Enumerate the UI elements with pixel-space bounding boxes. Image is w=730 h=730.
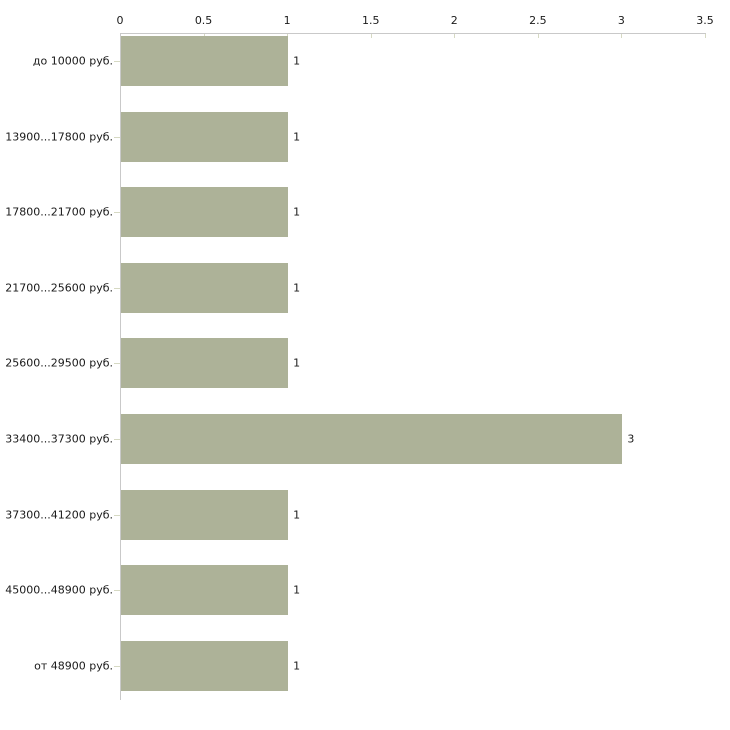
y-axis-tick-mark — [114, 287, 120, 289]
x-axis-tick-label: 1 — [283, 14, 291, 27]
bar — [121, 262, 289, 313]
y-axis-tick-mark — [114, 590, 120, 592]
y-axis-tick-mark — [114, 514, 120, 516]
category-label: 33400...37300 руб. — [5, 432, 113, 446]
value-label: 1 — [293, 583, 301, 597]
bar — [121, 640, 289, 691]
value-label: 1 — [293, 356, 301, 370]
bar — [121, 565, 289, 616]
category-label: от 48900 руб. — [34, 659, 113, 673]
y-axis-tick-mark — [114, 136, 120, 138]
y-axis-tick-mark — [114, 61, 120, 62]
value-label: 1 — [293, 205, 301, 219]
category-label: 45000...48900 руб. — [5, 583, 113, 597]
bar — [121, 338, 289, 389]
x-axis-tick-label: 0.5 — [194, 14, 213, 27]
x-axis-tick-label: 2.5 — [529, 14, 547, 27]
value-label: 1 — [293, 659, 301, 673]
category-label: 21700...25600 руб. — [5, 281, 113, 295]
value-label: 1 — [293, 508, 301, 522]
x-axis-tick-label: 1.5 — [361, 14, 380, 27]
x-axis-tick-mark — [705, 34, 706, 38]
value-label: 1 — [293, 281, 301, 295]
bar — [121, 187, 289, 238]
x-axis-tick-mark — [621, 34, 623, 38]
bar — [121, 36, 289, 86]
x-axis-line — [120, 33, 706, 34]
category-label: 13900...17800 руб. — [5, 130, 113, 144]
category-label: 25600...29500 руб. — [5, 356, 113, 370]
value-label: 3 — [627, 432, 635, 446]
bar — [121, 489, 289, 540]
x-axis-tick-mark — [370, 34, 372, 38]
y-axis-tick-mark — [114, 363, 120, 365]
value-label: 1 — [293, 54, 301, 68]
y-axis-tick-mark — [114, 665, 120, 667]
x-axis-tick-label: 3.5 — [696, 14, 714, 27]
y-axis-line — [120, 33, 121, 700]
category-label: 17800...21700 руб. — [5, 205, 113, 219]
x-axis-tick-label: 3 — [617, 14, 625, 27]
value-label: 1 — [293, 130, 301, 144]
x-axis-tick-mark — [454, 34, 456, 38]
bar — [121, 414, 623, 464]
y-axis-tick-mark — [114, 212, 120, 214]
bar — [121, 111, 289, 162]
x-axis-tick-mark — [537, 34, 539, 38]
category-label: до 10000 руб. — [32, 54, 113, 68]
x-axis-tick-label: 2 — [450, 14, 458, 27]
y-axis-tick-mark — [114, 439, 120, 440]
x-axis-tick-label: 0 — [116, 14, 124, 27]
category-label: 37300...41200 руб. — [5, 508, 113, 522]
